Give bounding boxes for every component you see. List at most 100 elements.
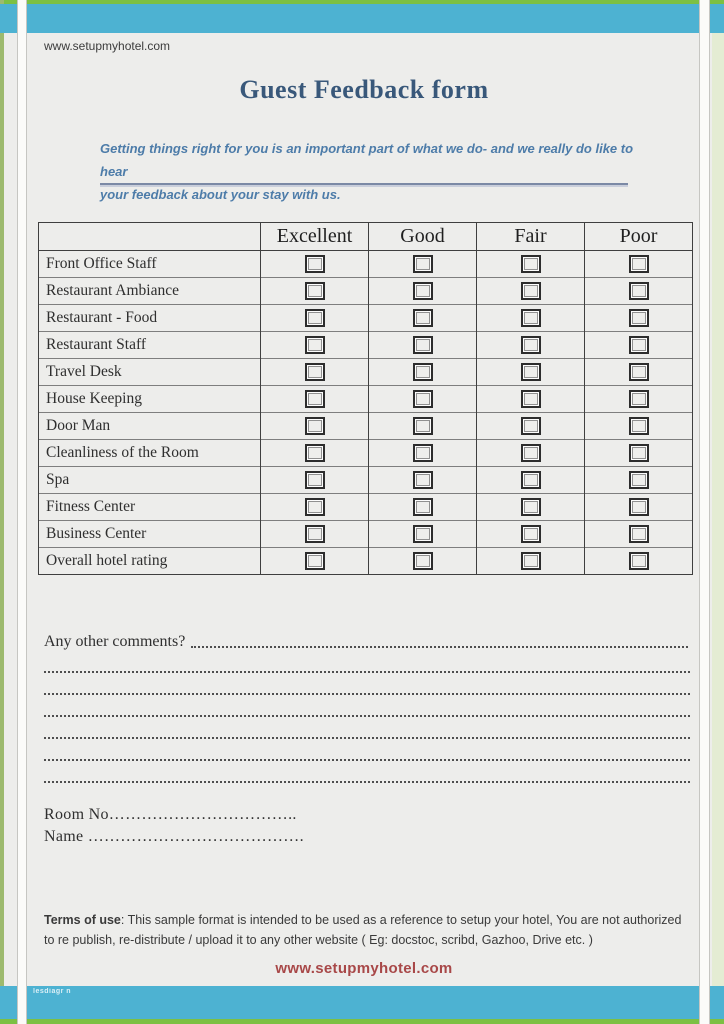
checkbox-8-fair[interactable] (520, 471, 541, 489)
column-header-good: Good (368, 222, 477, 251)
table-row: Fitness Center (38, 493, 693, 521)
rating-cell (368, 385, 477, 413)
checkbox-2-poor[interactable] (628, 309, 649, 327)
row-label: Front Office Staff (38, 250, 261, 278)
right-pale-border (712, 33, 724, 986)
checkbox-3-fair[interactable] (520, 336, 541, 354)
checkbox-4-good[interactable] (412, 363, 433, 381)
comments-section: Any other comments? (44, 630, 690, 783)
checkbox-0-good[interactable] (412, 255, 433, 273)
checkbox-5-excellent[interactable] (304, 390, 325, 408)
checkbox-4-excellent[interactable] (304, 363, 325, 381)
terms-text: : This sample format is intended to be u… (44, 913, 682, 947)
checkbox-6-excellent[interactable] (304, 417, 325, 435)
rating-cell (476, 277, 585, 305)
checkbox-10-poor[interactable] (628, 525, 649, 543)
checkbox-10-excellent[interactable] (304, 525, 325, 543)
checkbox-3-excellent[interactable] (304, 336, 325, 354)
checkbox-11-poor[interactable] (628, 552, 649, 570)
checkbox-1-poor[interactable] (628, 282, 649, 300)
row-label: Restaurant Staff (38, 331, 261, 359)
comments-write-line[interactable] (44, 717, 690, 739)
rating-cell (584, 304, 693, 332)
row-label: Business Center (38, 520, 261, 548)
right-page-fold (699, 0, 710, 1024)
checkbox-7-fair[interactable] (520, 444, 541, 462)
rating-cell (584, 385, 693, 413)
checkbox-8-excellent[interactable] (304, 471, 325, 489)
form-page: www.setupmyhotel.com Guest Feedback form… (30, 33, 698, 986)
checkbox-3-good[interactable] (412, 336, 433, 354)
checkbox-0-poor[interactable] (628, 255, 649, 273)
top-teal-band (0, 4, 724, 33)
checkbox-8-poor[interactable] (628, 471, 649, 489)
checkbox-7-poor[interactable] (628, 444, 649, 462)
table-row: Business Center (38, 520, 693, 548)
checkbox-5-poor[interactable] (628, 390, 649, 408)
checkbox-1-good[interactable] (412, 282, 433, 300)
checkbox-5-good[interactable] (412, 390, 433, 408)
checkbox-5-fair[interactable] (520, 390, 541, 408)
rating-cell (260, 250, 369, 278)
checkbox-11-fair[interactable] (520, 552, 541, 570)
checkbox-9-fair[interactable] (520, 498, 541, 516)
comments-write-line[interactable] (44, 695, 690, 717)
checkbox-4-fair[interactable] (520, 363, 541, 381)
comments-write-line[interactable] (191, 645, 688, 648)
checkbox-1-fair[interactable] (520, 282, 541, 300)
comments-write-line[interactable] (44, 651, 690, 673)
checkbox-6-good[interactable] (412, 417, 433, 435)
rating-cell (260, 385, 369, 413)
rating-cell (584, 493, 693, 521)
rating-cell (584, 412, 693, 440)
checkbox-11-excellent[interactable] (304, 552, 325, 570)
name-field[interactable]: Name …………………………………. (44, 828, 304, 845)
checkbox-2-excellent[interactable] (304, 309, 325, 327)
table-row: Restaurant - Food (38, 304, 693, 332)
checkbox-9-good[interactable] (412, 498, 433, 516)
rating-cell (368, 520, 477, 548)
page-title: Guest Feedback form (239, 75, 489, 104)
table-row: Restaurant Staff (38, 331, 693, 359)
checkbox-9-excellent[interactable] (304, 498, 325, 516)
rating-cell (476, 547, 585, 575)
intro-line-2: your feedback about your stay with us. (100, 187, 341, 202)
checkbox-7-excellent[interactable] (304, 444, 325, 462)
checkbox-1-excellent[interactable] (304, 282, 325, 300)
rating-cell (368, 547, 477, 575)
table-row: Overall hotel rating (38, 547, 693, 575)
rating-cell (584, 250, 693, 278)
bottom-teal-band (0, 986, 724, 1019)
comments-write-line[interactable] (44, 673, 690, 695)
checkbox-10-fair[interactable] (520, 525, 541, 543)
rating-cell (476, 520, 585, 548)
checkbox-9-poor[interactable] (628, 498, 649, 516)
checkbox-10-good[interactable] (412, 525, 433, 543)
rating-cell (368, 331, 477, 359)
checkbox-2-good[interactable] (412, 309, 433, 327)
checkbox-0-fair[interactable] (520, 255, 541, 273)
row-label: Restaurant - Food (38, 304, 261, 332)
row-label: Fitness Center (38, 493, 261, 521)
checkbox-6-fair[interactable] (520, 417, 541, 435)
checkbox-7-good[interactable] (412, 444, 433, 462)
letterhead-url: www.setupmyhotel.com (44, 39, 171, 53)
room-no-field[interactable]: Room No…………………………….. (44, 806, 297, 823)
table-row: Spa (38, 466, 693, 494)
rating-cell (260, 520, 369, 548)
checkbox-11-good[interactable] (412, 552, 433, 570)
checkbox-0-excellent[interactable] (304, 255, 325, 273)
row-label: Spa (38, 466, 261, 494)
checkbox-3-poor[interactable] (628, 336, 649, 354)
checkbox-2-fair[interactable] (520, 309, 541, 327)
checkbox-6-poor[interactable] (628, 417, 649, 435)
column-header-excellent: Excellent (260, 222, 369, 251)
comments-write-line[interactable] (44, 739, 690, 761)
rating-cell (584, 277, 693, 305)
checkbox-4-poor[interactable] (628, 363, 649, 381)
rating-cell (260, 547, 369, 575)
checkbox-8-good[interactable] (412, 471, 433, 489)
comments-write-line[interactable] (44, 761, 690, 783)
rating-cell (584, 466, 693, 494)
table-corner-cell (38, 222, 261, 251)
